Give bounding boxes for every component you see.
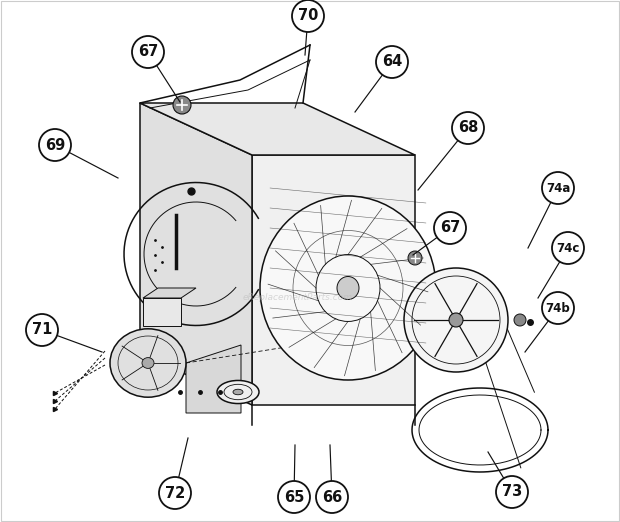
Circle shape xyxy=(316,481,348,513)
Polygon shape xyxy=(252,155,415,405)
Circle shape xyxy=(449,313,463,327)
Circle shape xyxy=(159,477,191,509)
Ellipse shape xyxy=(337,277,359,300)
Circle shape xyxy=(514,314,526,326)
Text: 69: 69 xyxy=(45,137,65,152)
Circle shape xyxy=(496,476,528,508)
Text: 70: 70 xyxy=(298,8,318,23)
Polygon shape xyxy=(143,288,196,298)
Circle shape xyxy=(376,46,408,78)
Circle shape xyxy=(434,212,466,244)
Polygon shape xyxy=(143,298,181,326)
Text: 67: 67 xyxy=(440,220,460,235)
Circle shape xyxy=(404,268,508,372)
Text: 68: 68 xyxy=(458,121,478,136)
Circle shape xyxy=(292,0,324,32)
Text: eReplacementParts.com: eReplacementParts.com xyxy=(243,293,353,303)
Text: 65: 65 xyxy=(284,490,304,504)
Ellipse shape xyxy=(217,381,259,404)
Circle shape xyxy=(278,481,310,513)
Circle shape xyxy=(39,129,71,161)
Ellipse shape xyxy=(110,329,186,397)
Text: 67: 67 xyxy=(138,44,158,60)
Circle shape xyxy=(542,292,574,324)
Text: 71: 71 xyxy=(32,323,52,338)
Circle shape xyxy=(552,232,584,264)
Circle shape xyxy=(452,112,484,144)
Text: 74a: 74a xyxy=(546,182,570,195)
Circle shape xyxy=(173,96,191,114)
Text: 73: 73 xyxy=(502,484,522,500)
Ellipse shape xyxy=(260,196,436,380)
Text: 74b: 74b xyxy=(546,302,570,314)
Polygon shape xyxy=(140,103,252,405)
Circle shape xyxy=(132,36,164,68)
Text: 64: 64 xyxy=(382,54,402,69)
Text: 66: 66 xyxy=(322,490,342,504)
Circle shape xyxy=(408,251,422,265)
Circle shape xyxy=(542,172,574,204)
Polygon shape xyxy=(140,103,415,155)
Ellipse shape xyxy=(142,358,154,369)
Text: 72: 72 xyxy=(165,485,185,501)
Text: 74c: 74c xyxy=(556,242,580,255)
Polygon shape xyxy=(186,345,241,413)
Circle shape xyxy=(26,314,58,346)
Ellipse shape xyxy=(233,389,243,395)
